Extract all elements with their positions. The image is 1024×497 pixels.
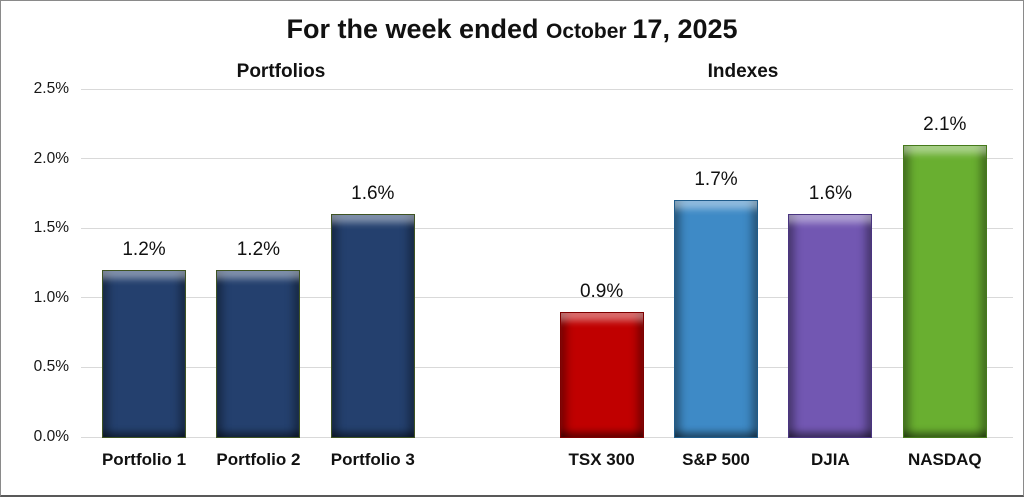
title-segment: For the week ended (286, 14, 547, 44)
y-axis-tick-label: 0.0% (33, 428, 69, 445)
y-axis-tick-label: 0.5% (33, 358, 69, 376)
y-axis-tick-label: 1.5% (33, 219, 69, 237)
y-axis-tick-label: 1.0% (33, 288, 69, 306)
bar-djia (788, 214, 873, 438)
category-label-portfolio-3: Portfolio 3 (330, 450, 415, 469)
category-label-nasdaq: NASDAQ (907, 450, 982, 469)
category-label-portfolio-1: Portfolio 1 (101, 450, 187, 469)
bar-portfolio-2 (216, 269, 301, 438)
y-axis-tick-label: 2.0% (33, 149, 69, 167)
value-label-s-p-500: 1.7% (694, 169, 738, 191)
value-label-portfolio-2: 1.2% (236, 238, 281, 260)
value-label-portfolio-3: 1.6% (351, 183, 395, 205)
bar-s-p-500 (674, 200, 758, 438)
title-segment: 17, 2025 (632, 14, 738, 44)
group-header-indexes: Indexes (707, 61, 779, 82)
bar-portfolio-3 (330, 214, 415, 438)
category-label-tsx-300: TSX 300 (568, 450, 635, 469)
bar-portfolio-1 (102, 269, 186, 438)
category-label-portfolio-2: Portfolio 2 (216, 450, 301, 469)
gridline (81, 297, 1013, 299)
gridline (81, 227, 1013, 229)
group-header-portfolios: Portfolios (236, 61, 326, 82)
value-label-tsx-300: 0.9% (579, 280, 624, 302)
category-label-s-p-500: S&P 500 (682, 450, 750, 469)
value-label-portfolio-1: 1.2% (122, 238, 166, 260)
bar-nasdaq (902, 144, 987, 438)
title-segment: October (546, 20, 633, 43)
gridline (81, 436, 1013, 438)
value-label-djia: 1.6% (808, 183, 853, 205)
value-label-nasdaq: 2.1% (923, 113, 967, 135)
gridline (81, 158, 1013, 160)
category-label-djia: DJIA (811, 450, 850, 469)
gridline (81, 366, 1013, 368)
gridline (81, 88, 1013, 90)
y-axis-tick-label: 2.5% (33, 80, 69, 97)
chart-title: For the week ended October 17, 2025 (1, 14, 1023, 45)
bar-tsx-300 (559, 311, 644, 438)
